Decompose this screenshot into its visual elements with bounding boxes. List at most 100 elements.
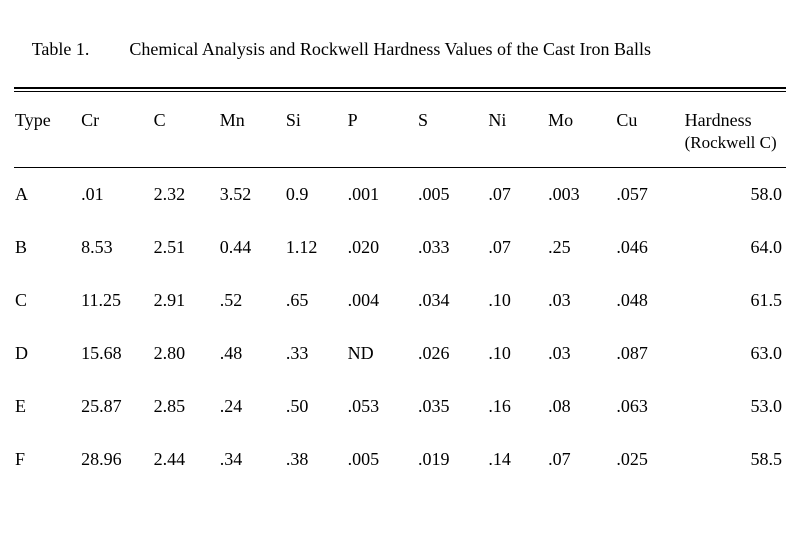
cell-mo: .003 [547,168,615,221]
cell-si: .50 [285,380,347,433]
col-header-spacer [219,133,285,168]
col-header-spacer [14,133,80,168]
cell-mn: .24 [219,380,285,433]
cell-s: .026 [417,327,487,380]
col-header-mn: Mn [219,92,285,133]
cell-si: 0.9 [285,168,347,221]
cell-cu: .057 [615,168,683,221]
cell-c: 2.80 [153,327,219,380]
cell-c: 2.51 [153,221,219,274]
cell-mo: .25 [547,221,615,274]
cell-mo: .03 [547,327,615,380]
cell-cu: .048 [615,274,683,327]
table-row: E25.872.85.24.50.053.035.16.08.06353.0 [14,380,786,433]
cell-type: D [14,327,80,380]
cell-s: .035 [417,380,487,433]
cell-s: .019 [417,433,487,486]
table-body: A.012.323.520.9.001.005.07.003.05758.0B8… [14,168,786,486]
cell-cu: .087 [615,327,683,380]
cell-mn: 3.52 [219,168,285,221]
cell-p: .001 [347,168,417,221]
col-header-c: C [153,92,219,133]
table-row: C11.252.91.52.65.004.034.10.03.04861.5 [14,274,786,327]
col-header-spacer [547,133,615,168]
table-caption: Table 1. Chemical Analysis and Rockwell H… [14,18,786,81]
cell-cu: .046 [615,221,683,274]
cell-si: .65 [285,274,347,327]
cell-cr: 11.25 [80,274,153,327]
col-header-type: Type [14,92,80,133]
cell-mn: .34 [219,433,285,486]
table-row: D15.682.80.48.33ND.026.10.03.08763.0 [14,327,786,380]
cell-hardness: 53.0 [684,380,786,433]
cell-hardness: 58.0 [684,168,786,221]
col-header-cu: Cu [615,92,683,133]
cell-c: 2.91 [153,274,219,327]
table-head: TypeCrCMnSiPSNiMoCuHardness (Rockwell C) [14,92,786,168]
cell-mn: .52 [219,274,285,327]
cell-type: B [14,221,80,274]
cell-p: .004 [347,274,417,327]
col-header-spacer [487,133,547,168]
cell-hardness: 61.5 [684,274,786,327]
cell-hardness: 58.5 [684,433,786,486]
cell-cr: 25.87 [80,380,153,433]
data-table: TypeCrCMnSiPSNiMoCuHardness (Rockwell C)… [14,92,786,486]
caption-title: Chemical Analysis and Rockwell Hardness … [129,39,651,59]
col-header-spacer [417,133,487,168]
caption-label: Table 1. [32,39,90,59]
cell-s: .033 [417,221,487,274]
table-row: B8.532.510.441.12.020.033.07.25.04664.0 [14,221,786,274]
cell-ni: .10 [487,274,547,327]
col-header-s: S [417,92,487,133]
cell-cr: .01 [80,168,153,221]
cell-c: 2.32 [153,168,219,221]
cell-type: C [14,274,80,327]
col-header-spacer [80,133,153,168]
cell-mo: .03 [547,274,615,327]
col-header-ni: Ni [487,92,547,133]
cell-s: .034 [417,274,487,327]
col-header-mo: Mo [547,92,615,133]
cell-hardness: 64.0 [684,221,786,274]
cell-cr: 15.68 [80,327,153,380]
cell-type: F [14,433,80,486]
cell-cu: .025 [615,433,683,486]
cell-si: .38 [285,433,347,486]
cell-cr: 28.96 [80,433,153,486]
cell-type: A [14,168,80,221]
cell-p: .020 [347,221,417,274]
col-header-si: Si [285,92,347,133]
cell-c: 2.44 [153,433,219,486]
header-row: TypeCrCMnSiPSNiMoCuHardness [14,92,786,133]
cell-s: .005 [417,168,487,221]
table-row: A.012.323.520.9.001.005.07.003.05758.0 [14,168,786,221]
col-header-spacer [347,133,417,168]
cell-mn: .48 [219,327,285,380]
col-header-spacer [615,133,683,168]
cell-c: 2.85 [153,380,219,433]
col-header-spacer [285,133,347,168]
cell-mo: .07 [547,433,615,486]
cell-ni: .10 [487,327,547,380]
cell-ni: .07 [487,221,547,274]
cell-mo: .08 [547,380,615,433]
cell-type: E [14,380,80,433]
col-header-hardness-sub: (Rockwell C) [684,133,786,168]
cell-ni: .16 [487,380,547,433]
cell-mn: 0.44 [219,221,285,274]
cell-hardness: 63.0 [684,327,786,380]
col-header-spacer [153,133,219,168]
cell-p: ND [347,327,417,380]
cell-cr: 8.53 [80,221,153,274]
table-row: F28.962.44.34.38.005.019.14.07.02558.5 [14,433,786,486]
cell-p: .005 [347,433,417,486]
col-header-p: P [347,92,417,133]
cell-si: 1.12 [285,221,347,274]
col-header-cr: Cr [80,92,153,133]
cell-cu: .063 [615,380,683,433]
cell-si: .33 [285,327,347,380]
cell-ni: .07 [487,168,547,221]
cell-ni: .14 [487,433,547,486]
page: Table 1. Chemical Analysis and Rockwell H… [0,0,800,494]
